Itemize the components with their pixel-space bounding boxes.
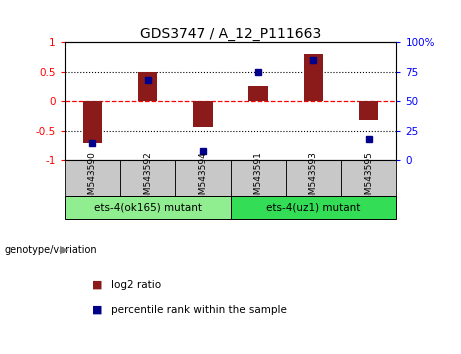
- Text: ■: ■: [92, 305, 103, 315]
- Text: ets-4(uz1) mutant: ets-4(uz1) mutant: [266, 203, 361, 213]
- Title: GDS3747 / A_12_P111663: GDS3747 / A_12_P111663: [140, 28, 321, 41]
- Bar: [359, 102, 378, 120]
- Bar: [286, 160, 341, 196]
- Bar: [248, 86, 268, 102]
- Text: GSM543591: GSM543591: [254, 151, 263, 206]
- Text: GSM543593: GSM543593: [309, 151, 318, 206]
- Text: log2 ratio: log2 ratio: [111, 280, 161, 290]
- Bar: [304, 54, 323, 102]
- Bar: [230, 196, 396, 219]
- Bar: [65, 160, 120, 196]
- Text: ets-4(ok165) mutant: ets-4(ok165) mutant: [94, 203, 201, 213]
- Bar: [65, 196, 230, 219]
- Bar: [120, 160, 175, 196]
- Bar: [138, 72, 157, 102]
- Text: GSM543594: GSM543594: [198, 151, 207, 206]
- Text: percentile rank within the sample: percentile rank within the sample: [111, 305, 287, 315]
- Bar: [230, 160, 286, 196]
- Bar: [83, 102, 102, 143]
- Text: genotype/variation: genotype/variation: [5, 245, 97, 255]
- Text: GSM543595: GSM543595: [364, 151, 373, 206]
- Text: ▶: ▶: [60, 245, 68, 255]
- Text: GSM543592: GSM543592: [143, 151, 152, 206]
- Bar: [341, 160, 396, 196]
- Text: GSM543590: GSM543590: [88, 151, 97, 206]
- Text: ■: ■: [92, 280, 103, 290]
- Bar: [193, 102, 213, 127]
- Bar: [175, 160, 230, 196]
